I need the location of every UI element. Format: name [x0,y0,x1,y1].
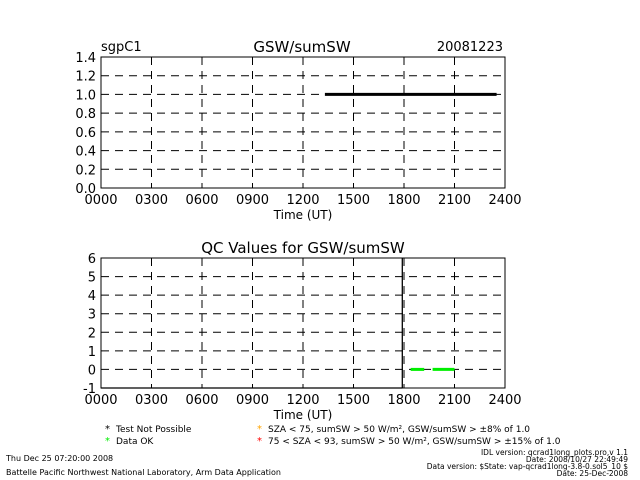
legend-marker-4: * [257,436,262,447]
idl-version: IDL version: qcrad1long_plots.pro,v 1.1 [481,448,628,457]
x-tick-label: 2100 [438,393,471,408]
chart-1: 0000 0300 0600 0900 1200 1500 1800 2100 2400 0.0 0… [75,51,521,222]
y-tick-label: 2 [88,326,96,341]
y-tick-label: 0.8 [75,107,96,122]
legend-marker-1: * [105,424,110,435]
x-tick-label: 0300 [135,193,168,208]
y-tick-label: 0.4 [75,145,96,160]
x-tick-label: 2400 [488,193,521,208]
y-tick-label: 6 [88,252,96,267]
x-tick-label: 1500 [337,193,370,208]
x-tick-label: 1800 [387,193,420,208]
x-tick-label: 0600 [185,393,218,408]
x-tick-label: 2100 [438,193,471,208]
chart-1-title: GSW/sumSW [253,38,350,56]
x-tick-label: 1800 [387,393,420,408]
x-tick-label: 2400 [488,393,521,408]
x-tick-label: 0900 [236,393,269,408]
y-tick-label: 0.2 [75,163,96,178]
y-tick-label: 5 [88,271,96,286]
x-tick-label: 1200 [286,193,319,208]
site-label: sgpC1 [101,40,142,55]
x-tick-label: 0000 [84,193,117,208]
legend-label-4: 75 < SZA < 93, sumSW > 50 W/m², GSW/sumS… [268,437,561,447]
x-tick-label: 0600 [185,193,218,208]
legend-marker-2: * [105,436,110,447]
chart-2: 0000 0300 0600 0900 1200 1500 1800 2100 2400 -1 0 1… [83,252,522,422]
y-tick-label: 1.4 [75,51,96,66]
legend: * Test Not Possible * Data OK * SZA < 75… [105,424,561,447]
legend-label-3: SZA < 75, sumSW > 50 W/m², GSW/sumSW > ±… [268,425,530,435]
footer: Thu Dec 25 07:20:00 2008 Battelle Pacifi… [5,448,628,478]
data-date: Date: 25-Dec-2008 [557,469,629,478]
y-tick-label: 3 [88,308,96,323]
y-tick-label: 1.0 [75,88,96,103]
y-tick-label: 0 [88,363,96,378]
y-tick-label: 0.6 [75,126,96,141]
x-tick-label: 1500 [337,393,370,408]
data-version: Data version: $State: vap-qcrad1long-3.8… [427,462,629,471]
x-tick-label: 1200 [286,393,319,408]
legend-label-2: Data OK [116,437,154,447]
y-tick-label: -1 [83,382,96,397]
legend-marker-3: * [257,424,262,435]
y-tick-label: 1 [88,345,96,360]
x-tick-label: 0300 [135,393,168,408]
lab-credit: Battelle Pacific Northwest National Labo… [6,468,281,477]
x-axis-label: Time (UT) [273,208,333,222]
date-label: 20081223 [437,40,503,55]
y-tick-label: 4 [88,289,96,304]
y-tick-label: 0.0 [75,182,96,197]
y-tick-label: 1.2 [75,70,96,85]
x-axis-label: Time (UT) [273,408,333,422]
chart-2-title: QC Values for GSW/sumSW [201,239,405,257]
x-tick-label: 0000 [84,393,117,408]
run-time: Thu Dec 25 07:20:00 2008 [5,454,113,463]
legend-label-1: Test Not Possible [115,425,192,435]
idl-date: Date: 2008/10/27 22:49:49 [526,455,628,464]
x-tick-label: 0900 [236,193,269,208]
plot-frame [100,56,506,189]
